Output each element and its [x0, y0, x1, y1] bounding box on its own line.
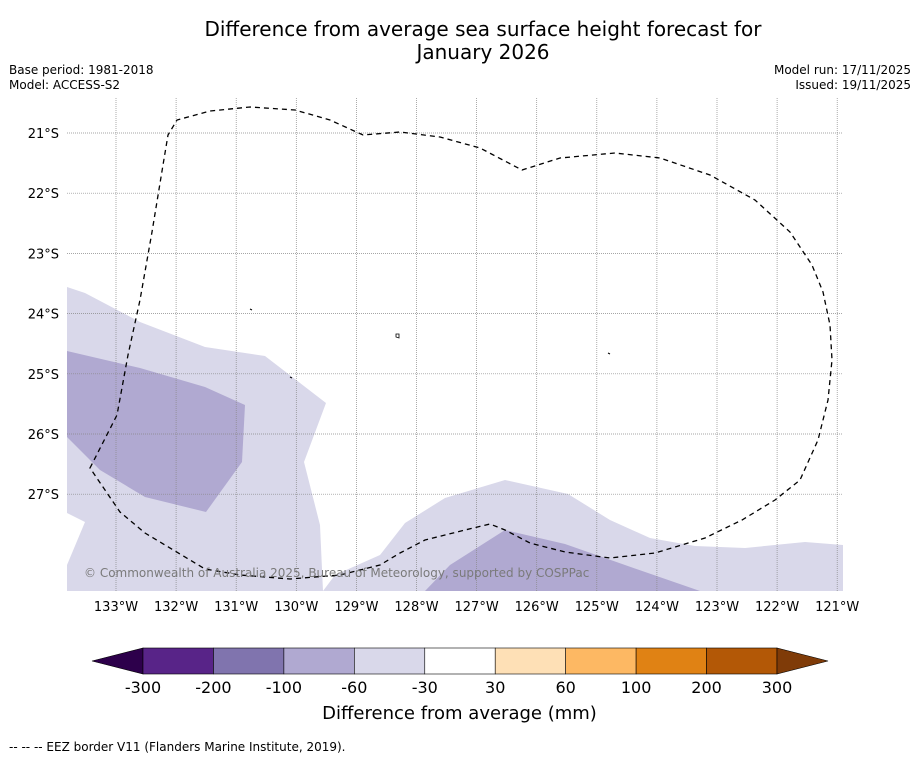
latitude-label: 21°S: [28, 127, 59, 142]
colorbar-tick-label: -200: [195, 678, 232, 697]
colorbar-label: Difference from average (mm): [322, 703, 597, 724]
latitude-label: 26°S: [28, 428, 59, 443]
colorbar-over-arrow: [776, 647, 829, 675]
colorbar-tick-label: -300: [124, 678, 162, 697]
island-1: [395, 333, 400, 339]
island-4: [607, 352, 611, 355]
longitude-label: 130°W: [274, 600, 318, 615]
model-run: Model run: 17/11/2025: [773, 63, 911, 77]
latitude-label: 25°S: [28, 368, 59, 383]
island-3: [289, 376, 293, 379]
colorbar-tick-label: 300: [761, 678, 793, 697]
colorbar-segment: [494, 647, 566, 675]
colorbar-tick-label: -30: [411, 678, 438, 697]
colorbar-tick-label: 30: [485, 678, 506, 697]
longitude-label: 126°W: [515, 600, 559, 615]
longitude-label: 128°W: [394, 600, 438, 615]
title-line-2: January 2026: [416, 40, 550, 64]
longitude-label: 123°W: [695, 600, 739, 615]
longitude-label: 127°W: [455, 600, 499, 615]
colorbar-tick-label: 200: [691, 678, 722, 697]
longitude-label: 129°W: [334, 600, 378, 615]
base-period: Base period: 1981-2018: [9, 63, 154, 77]
island-2: [249, 308, 253, 311]
colorbar-segment: [424, 647, 496, 675]
eez-border: [89, 106, 833, 580]
colorbar-tick-label: -100: [265, 678, 303, 697]
colorbar-segment: [354, 647, 426, 675]
colorbar-segment: [635, 647, 707, 675]
model-name: Model: ACCESS-S2: [9, 78, 121, 92]
map-gridlines: [67, 98, 843, 591]
latitude-label: 27°S: [28, 488, 59, 503]
issued-date: Issued: 19/11/2025: [795, 78, 911, 92]
colorbar-segment: [283, 647, 355, 675]
longitude-label: 124°W: [635, 600, 679, 615]
colorbar: [91, 647, 829, 675]
longitude-labels: 133°W 132°W 131°W 130°W 129°W 128°W 127°W 126°W…: [94, 600, 860, 615]
map-plot-area: [67, 287, 843, 591]
colorbar-tick-label: 60: [555, 678, 576, 697]
latitude-labels: 21°S 22°S 23°S 24°S 25°S 26°S 27°S: [28, 127, 59, 503]
colorbar-tick-labels: -300 -200 -100 -60 -30 30 60 100 200 300: [0, 678, 919, 698]
longitude-label: 132°W: [154, 600, 198, 615]
title-line-1: Difference from average sea surface heig…: [204, 17, 762, 41]
latitude-label: 24°S: [28, 308, 59, 323]
anomaly-band-neutral-southwest: [67, 513, 85, 565]
colorbar-segment: [565, 647, 637, 675]
longitude-label: 121°W: [815, 600, 859, 615]
longitude-label: 122°W: [755, 600, 799, 615]
colorbar-tick-label: -60: [341, 678, 368, 697]
anomaly-band-medium-west: [67, 351, 245, 512]
longitude-label: 125°W: [575, 600, 619, 615]
footer-legend: -- -- -- EEZ border V11 (Flanders Marine…: [9, 740, 346, 754]
latitude-label: 22°S: [28, 187, 59, 202]
latitude-label: 23°S: [28, 247, 59, 262]
colorbar-segment: [142, 647, 214, 675]
longitude-label: 133°W: [94, 600, 138, 615]
meta-left: Base period: 1981-2018 Model: ACCESS-S2: [9, 63, 154, 93]
meta-right: Model run: 17/11/2025 Issued: 19/11/2025: [774, 63, 911, 93]
colorbar-segment: [213, 647, 285, 675]
copyright-notice: © Commonwealth of Australia 2025, Bureau…: [84, 566, 589, 580]
chart-title: Difference from average sea surface heig…: [0, 18, 919, 64]
anomaly-band-medium-south: [425, 530, 700, 591]
colorbar-under-arrow: [91, 647, 144, 675]
colorbar-segments: [142, 647, 778, 675]
colorbar-tick-label: 100: [620, 678, 652, 697]
colorbar-segment: [706, 647, 778, 675]
longitude-label: 131°W: [214, 600, 258, 615]
